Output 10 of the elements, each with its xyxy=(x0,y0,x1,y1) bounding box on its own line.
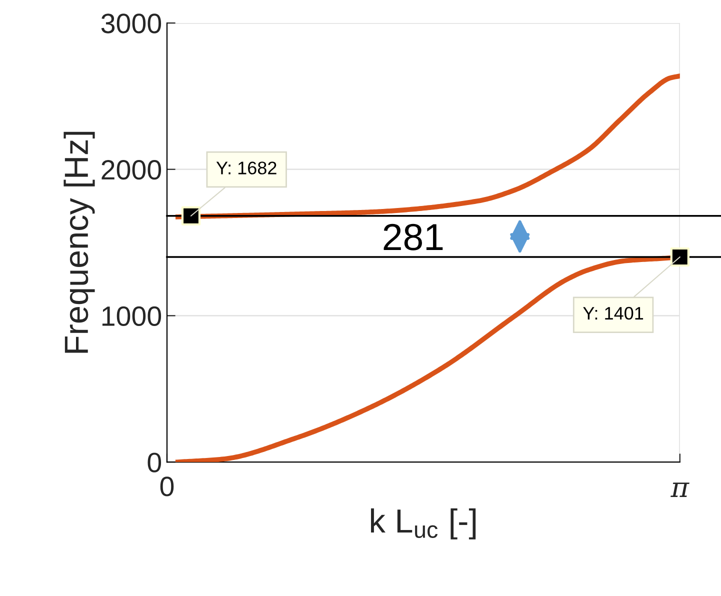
annotation: Y: 1401 xyxy=(583,306,644,320)
x-axis-title: k L$_{uc}$ [-] xyxy=(371,508,476,540)
y-tick-label: 2000 xyxy=(102,160,162,180)
y-axis-title: Frequency [Hz] xyxy=(64,132,95,353)
y-tick-label: 1000 xyxy=(102,306,162,326)
x-tick-label: π xyxy=(670,482,690,498)
y-tick-label: 3000 xyxy=(101,14,162,34)
annotation: 281 xyxy=(384,224,443,250)
annotation: Y: 1682 xyxy=(216,162,276,174)
y-tick-label: 0 xyxy=(148,452,162,472)
